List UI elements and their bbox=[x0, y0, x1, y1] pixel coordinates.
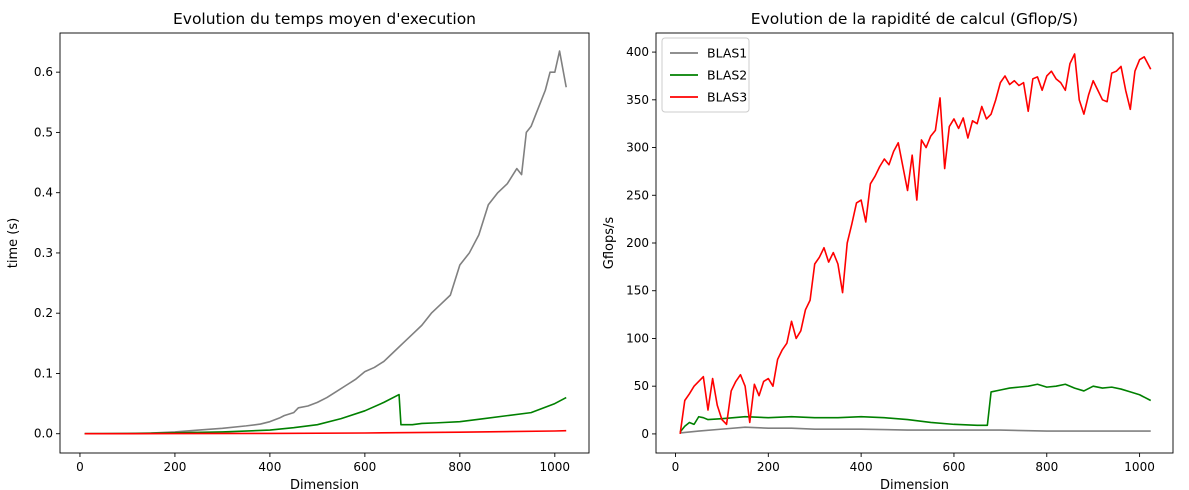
x-tick-label: 800 bbox=[448, 460, 471, 474]
chart-computation-speed: 0 200 400 600 800 1000 0 50 100 150 200 250 300 350 40… bbox=[602, 10, 1174, 490]
legend-label: BLAS3 bbox=[707, 90, 747, 105]
y-tick-label: 0.2 bbox=[34, 306, 53, 320]
x-tick-label: 1000 bbox=[1124, 460, 1155, 474]
series-line-1 bbox=[84, 393, 567, 435]
x-tick-label: 1000 bbox=[540, 460, 571, 474]
x-tick-label: 400 bbox=[258, 460, 281, 474]
x-tick-label: 0 bbox=[76, 460, 84, 474]
y-tick-label: 0 bbox=[641, 427, 649, 441]
series-line-blas2 bbox=[679, 383, 1152, 433]
series-line-0 bbox=[84, 50, 567, 435]
y-tick-label: 0.1 bbox=[34, 366, 53, 380]
y-tick-label: 150 bbox=[626, 284, 649, 298]
y-tick-label: 300 bbox=[626, 141, 649, 155]
legend-box bbox=[661, 37, 750, 113]
series-line-blas1 bbox=[680, 426, 1151, 434]
series-line-blas3 bbox=[679, 53, 1152, 435]
y-tick-label: 0.0 bbox=[34, 427, 53, 441]
y-tick-label: 100 bbox=[626, 331, 649, 345]
series-line-2 bbox=[84, 429, 567, 435]
x-tick-label: 400 bbox=[850, 460, 873, 474]
y-tick-label: 50 bbox=[634, 379, 649, 393]
series-group bbox=[84, 50, 567, 435]
y-axis-label: time (s) bbox=[6, 218, 21, 268]
chart-title: Evolution de la rapidité de calcul (Gflo… bbox=[751, 10, 1078, 28]
y-tick-label: 350 bbox=[626, 93, 649, 107]
y-tick-label: 0.6 bbox=[34, 65, 53, 79]
y-tick-label: 0.3 bbox=[34, 246, 53, 260]
legend-label: BLAS1 bbox=[707, 46, 747, 61]
x-tick-label: 0 bbox=[672, 460, 680, 474]
x-tick-label: 800 bbox=[1035, 460, 1058, 474]
legend: BLAS1 BLAS2 BLAS3 bbox=[661, 37, 750, 113]
x-tick-label: 600 bbox=[353, 460, 376, 474]
x-tick-label: 200 bbox=[163, 460, 186, 474]
x-tick-label: 600 bbox=[942, 460, 965, 474]
chart-execution-time: 0 200 400 600 800 1000 0.0 0.1 0.2 0.3 0.4 0.5 0.6 Ev… bbox=[6, 10, 590, 490]
x-axis-label: Dimension bbox=[880, 478, 949, 490]
y-tick-label: 200 bbox=[626, 236, 649, 250]
chart-title: Evolution du temps moyen d'execution bbox=[173, 10, 476, 28]
x-tick-label: 200 bbox=[757, 460, 780, 474]
series-group bbox=[679, 53, 1152, 435]
y-tick-label: 0.4 bbox=[34, 186, 53, 200]
legend-label: BLAS2 bbox=[707, 68, 747, 83]
y-axis-label: Gflops/s bbox=[602, 217, 617, 270]
plot-frame bbox=[59, 32, 590, 454]
x-axis-label: Dimension bbox=[290, 478, 359, 490]
y-tick-label: 400 bbox=[626, 45, 649, 59]
y-tick-label: 250 bbox=[626, 188, 649, 202]
y-tick-label: 0.5 bbox=[34, 125, 53, 139]
